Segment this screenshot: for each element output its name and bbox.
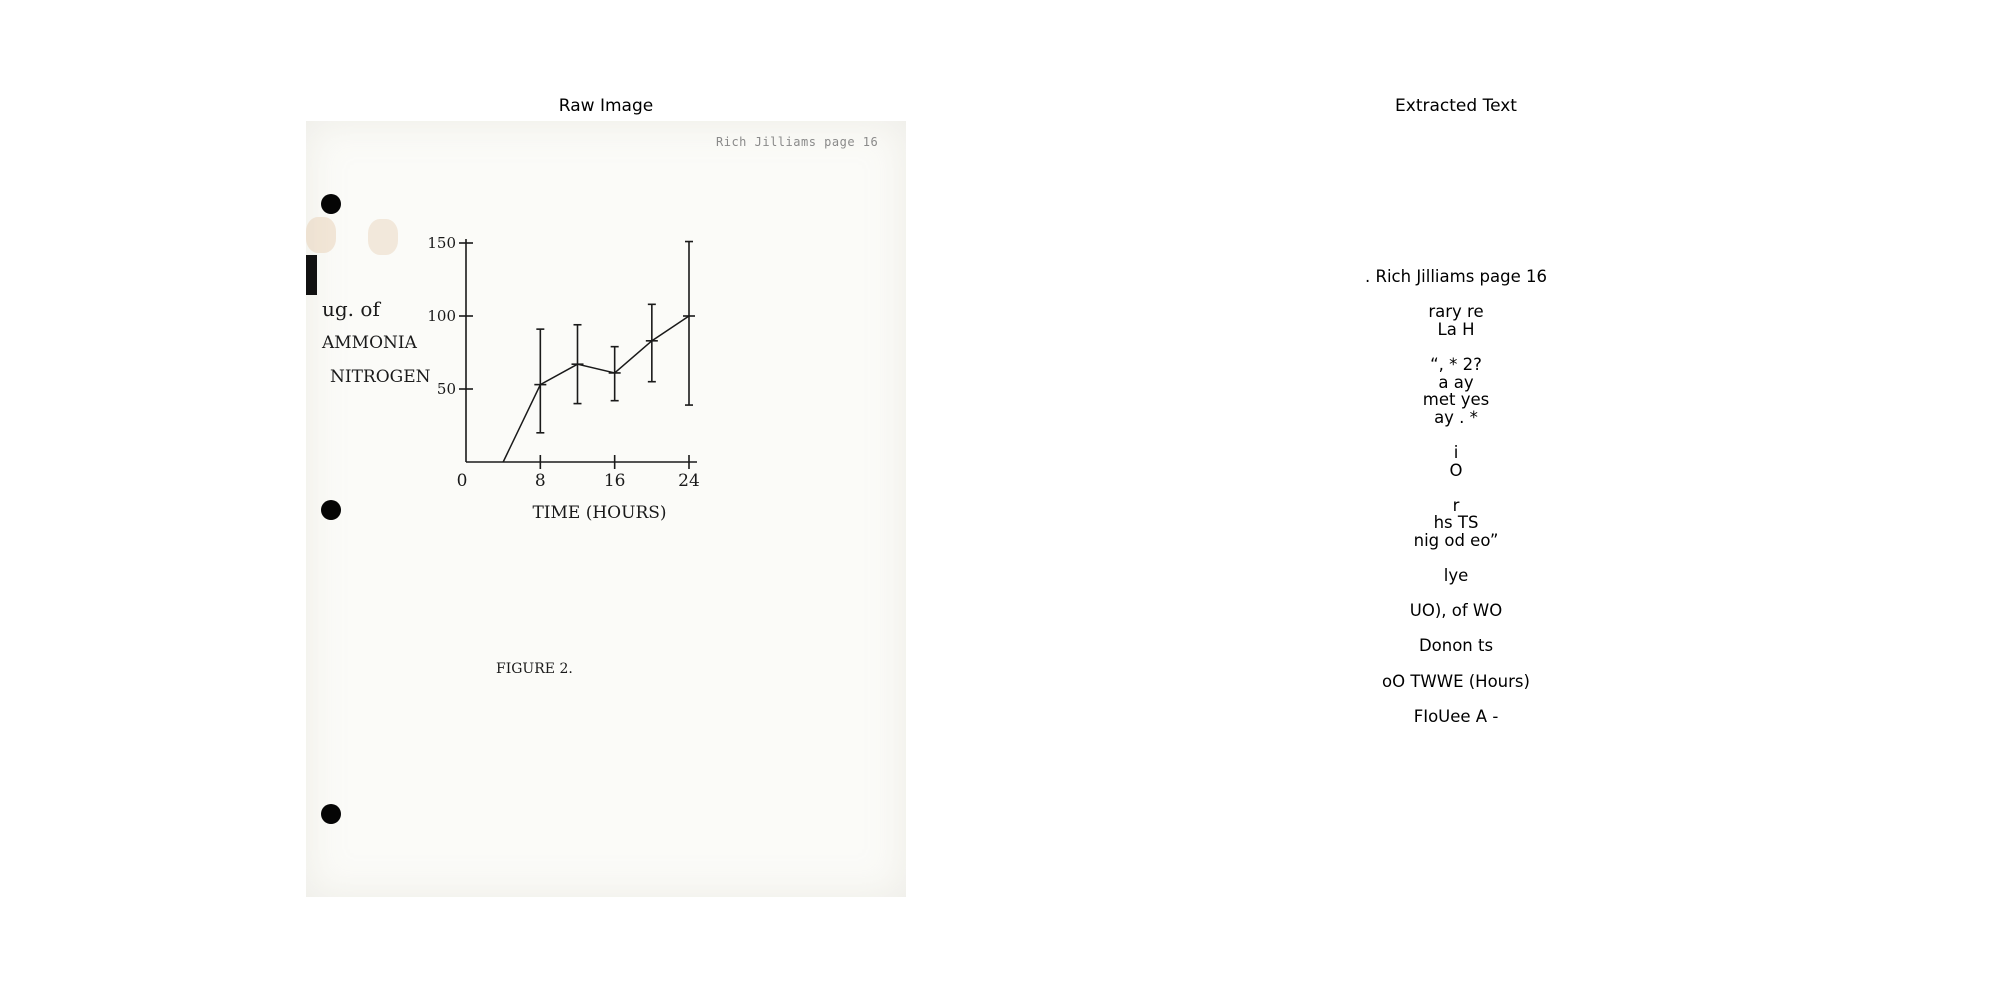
y-tick-label: 50 — [437, 380, 456, 398]
header-stamp: Rich Jilliams page 16 — [716, 135, 879, 149]
ocr-line: ay . * — [1434, 407, 1478, 427]
ocr-line: . Rich Jilliams page 16 — [1365, 267, 1547, 286]
ocr-block: . Rich Jilliams page 16 — [1156, 268, 1756, 286]
ocr-line: hs TS — [1433, 513, 1479, 533]
x-tick-label: 16 — [604, 471, 626, 491]
punch-hole — [321, 194, 341, 214]
ocr-block: oO TWWE (Hours) — [1156, 673, 1756, 691]
y-tick-label: 150 — [427, 234, 456, 252]
ocr-line: lye — [1443, 566, 1469, 586]
y-axis-label-line-1: ug. of — [322, 297, 380, 321]
ocr-line: a ay — [1438, 372, 1474, 392]
y-axis-label-line-3: NITROGEN — [330, 367, 431, 387]
ocr-block: FIoUee A - — [1156, 708, 1756, 726]
extracted-text-title: Extracted Text — [1395, 96, 1517, 116]
extracted-text-panel: . Rich Jilliams page 16 rary re La H “, * 2… — [1156, 268, 1756, 743]
ocr-line: FIoUee A - — [1413, 706, 1499, 726]
ocr-line: oO TWWE (Hours) — [1382, 671, 1530, 691]
x-axis-label: TIME (HOURS) — [532, 503, 666, 523]
ocr-line: La H — [1437, 319, 1475, 339]
ammonia-chart: 50 100 150 0 8 16 24 TIME (HOURS) — [427, 234, 700, 523]
ocr-block: “, * 2? a ay met yes ay . * — [1156, 356, 1756, 426]
ocr-line: UO), of WO — [1409, 601, 1503, 621]
ocr-line: met yes — [1422, 390, 1490, 410]
ocr-line: r — [1452, 495, 1460, 515]
ocr-line: “, * 2? — [1430, 354, 1482, 374]
ocr-line: Donon ts — [1418, 636, 1494, 656]
punch-hole — [321, 804, 341, 824]
ocr-block: UO), of WO — [1156, 602, 1756, 620]
y-tick-label: 100 — [427, 307, 456, 325]
figure-caption: FIGURE 2. — [496, 661, 573, 677]
data-line — [502, 315, 690, 463]
ocr-line: O — [1449, 460, 1463, 480]
raw-document-image: Rich Jilliams page 16 ug. of AMMONIA NIT… — [306, 121, 906, 897]
ocr-block: rary re La H — [1156, 303, 1756, 338]
raw-image-title: Raw Image — [558, 96, 654, 116]
ocr-line: i — [1453, 442, 1459, 462]
ocr-line: nig od eo” — [1413, 530, 1499, 550]
paper-stain — [368, 219, 398, 255]
ocr-block: lye — [1156, 567, 1756, 585]
x-tick-label: 0 — [457, 471, 468, 491]
x-tick-label: 24 — [678, 471, 700, 491]
punch-hole — [321, 500, 341, 520]
y-axis-label-line-2: AMMONIA — [322, 333, 417, 353]
ocr-block: r hs TS nig od eo” — [1156, 497, 1756, 550]
x-tick-label: 8 — [535, 471, 546, 491]
binding-tab — [306, 255, 317, 295]
ocr-block: Donon ts — [1156, 637, 1756, 655]
ocr-line: rary re — [1428, 302, 1484, 322]
paper-stain — [306, 217, 336, 253]
